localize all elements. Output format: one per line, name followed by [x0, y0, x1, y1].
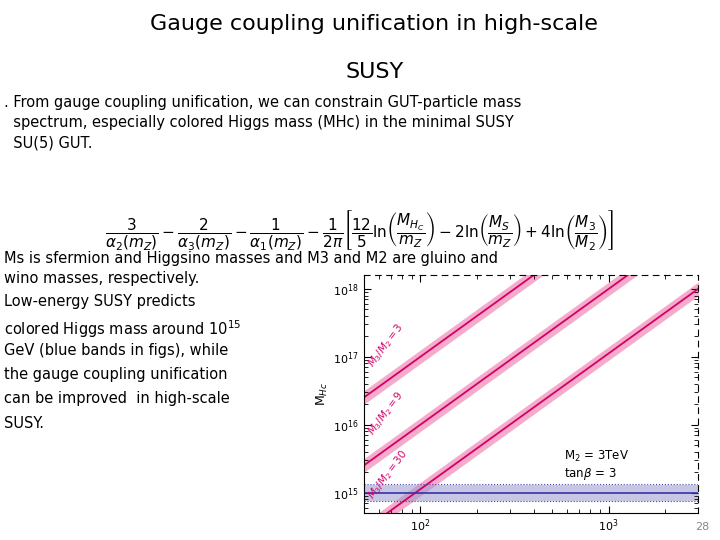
Text: Ms is sfermion and Higgsino masses and M3 and M2 are gluino and
wino masses, res: Ms is sfermion and Higgsino masses and M… [4, 251, 498, 286]
Text: $\dfrac{3}{\alpha_2(m_Z)} - \dfrac{2}{\alpha_3(m_Z)} - \dfrac{1}{\alpha_1(m_Z)} : $\dfrac{3}{\alpha_2(m_Z)} - \dfrac{2}{\a… [105, 208, 615, 252]
Text: colored Higgs mass around 10$^{15}$: colored Higgs mass around 10$^{15}$ [4, 319, 240, 340]
Text: M$_2$ = 3TeV
tan$\beta$ = 3: M$_2$ = 3TeV tan$\beta$ = 3 [564, 449, 629, 482]
Text: SUSY.: SUSY. [4, 416, 44, 431]
Text: Gauge coupling unification in high-scale: Gauge coupling unification in high-scale [150, 14, 598, 33]
Text: GeV (blue bands in figs), while: GeV (blue bands in figs), while [4, 343, 228, 358]
Text: the gauge coupling unification: the gauge coupling unification [4, 367, 227, 382]
Text: $M_3/M_2 = 9$: $M_3/M_2 = 9$ [365, 388, 407, 438]
Y-axis label: M$_{Hc}$: M$_{Hc}$ [315, 382, 330, 406]
Text: $M_3/M_2 = 30$: $M_3/M_2 = 30$ [365, 447, 411, 502]
Text: SUSY: SUSY [346, 62, 403, 82]
Text: $M_3/M_2 = 3$: $M_3/M_2 = 3$ [365, 320, 407, 370]
Text: 28: 28 [695, 522, 709, 532]
Text: can be improved  in high-scale: can be improved in high-scale [4, 392, 230, 407]
Text: . From gauge coupling unification, we can constrain GUT-particle mass
  spectrum: . From gauge coupling unification, we ca… [4, 94, 521, 150]
Text: Low-energy SUSY predicts: Low-energy SUSY predicts [4, 294, 195, 309]
